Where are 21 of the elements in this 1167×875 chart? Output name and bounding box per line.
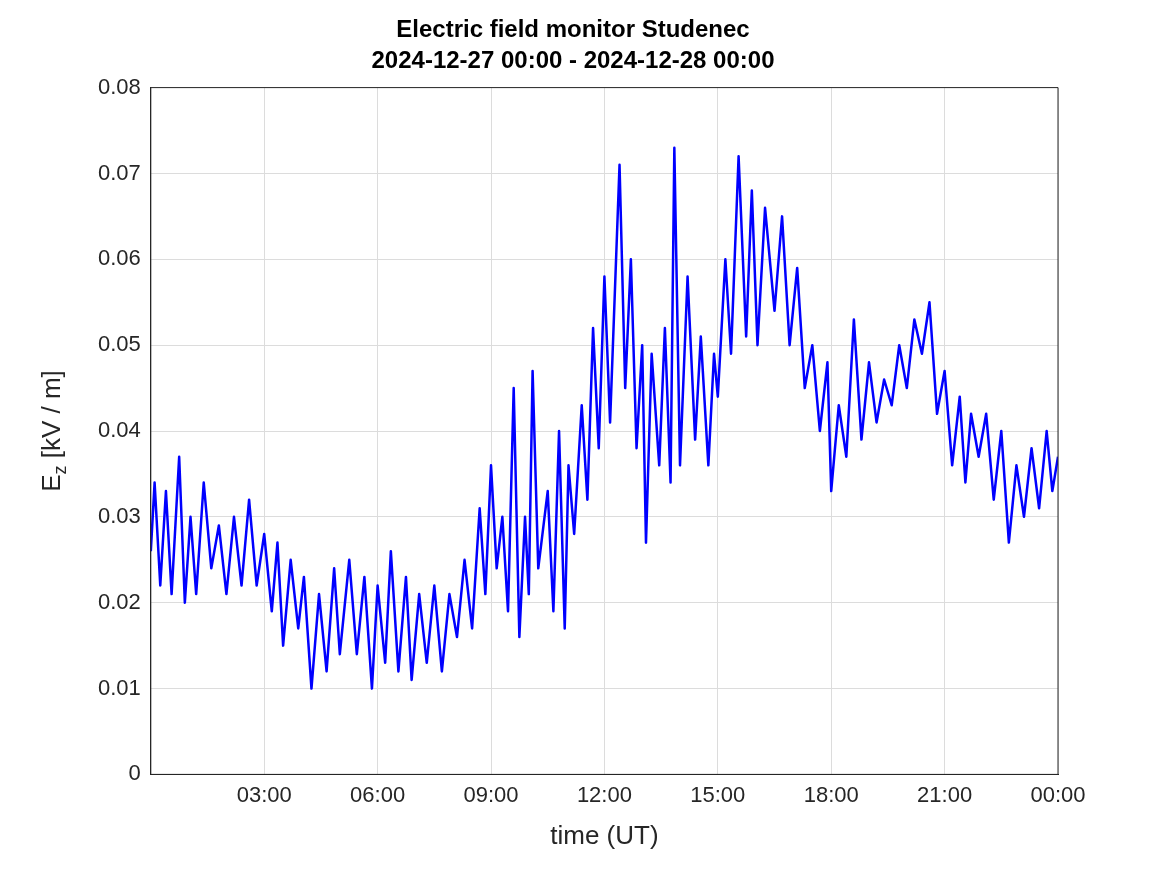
chart-title: Electric field monitor Studenec [396, 15, 750, 43]
y-tick-label: 0.06 [97, 245, 141, 271]
y-tick-label: 0.02 [97, 588, 141, 614]
y-tick-label: 0.03 [97, 502, 141, 528]
x-tick-label: 15:00 [690, 781, 746, 807]
y-tick-label: 0 [128, 760, 141, 786]
chart-subtitle: 2024-12-27 00:00 - 2024-12-28 00:00 [371, 45, 775, 73]
y-axis-title: Ez [kV / m] [36, 370, 70, 492]
x-tick-label: 00:00 [1030, 781, 1086, 807]
x-tick-label: 21:00 [917, 781, 973, 807]
x-tick-label: 18:00 [803, 781, 859, 807]
x-tick-label: 12:00 [576, 781, 632, 807]
y-tick-label: 0.08 [97, 73, 141, 99]
y-tick-label: 0.05 [97, 331, 141, 357]
y-tick-label: 0.01 [97, 674, 141, 700]
y-tick-label: 0.04 [97, 417, 141, 443]
y-tick-label: 0.07 [97, 159, 141, 185]
x-tick-label: 09:00 [463, 781, 519, 807]
x-tick-label: 03:00 [236, 781, 292, 807]
x-axis-title: time (UT) [550, 819, 659, 850]
x-tick-label: 06:00 [350, 781, 406, 807]
